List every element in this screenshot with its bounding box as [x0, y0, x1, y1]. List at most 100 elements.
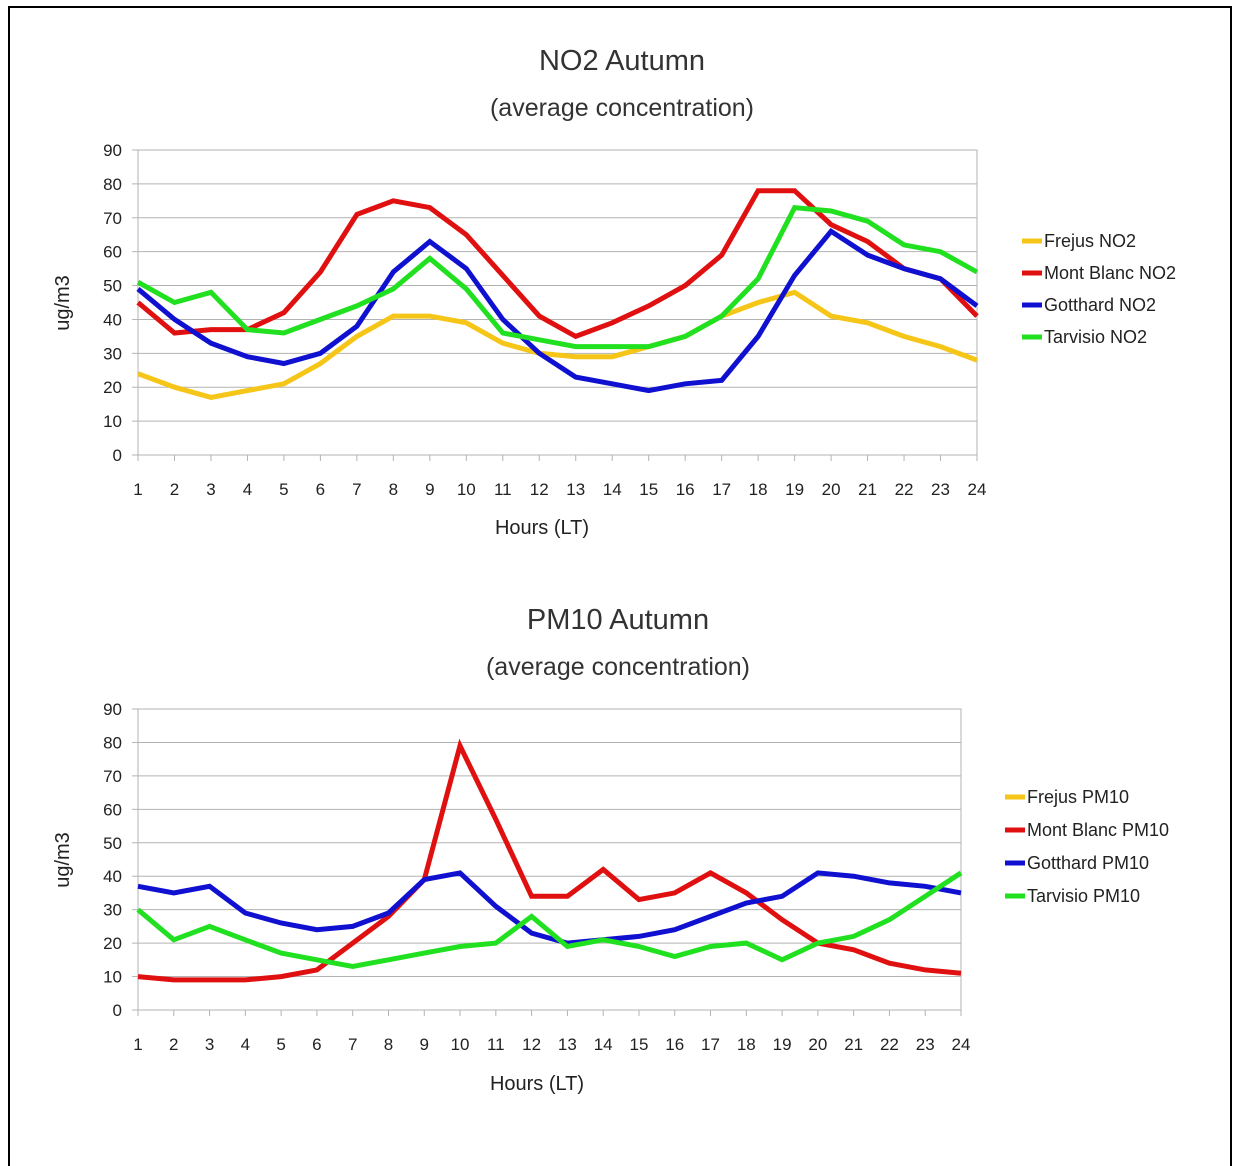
legend-item: Mont Blanc PM10: [1005, 820, 1169, 840]
y-tick-label: 80: [103, 733, 122, 752]
chart-title: NO2 Autumn: [539, 45, 705, 77]
series-line-gotthard-pm10: [137, 870, 962, 946]
y-tick-label: 80: [103, 175, 122, 194]
x-tick-label: 21: [858, 480, 877, 499]
x-tick-label: 22: [895, 480, 914, 499]
x-tick-label: 24: [952, 1035, 971, 1054]
x-tick-label: 23: [916, 1035, 935, 1054]
chart-title: PM10 Autumn: [527, 604, 709, 636]
y-tick-label: 70: [103, 209, 122, 228]
x-tick-label: 4: [241, 1035, 250, 1054]
y-tick-label: 40: [103, 867, 122, 886]
x-tick-label: 18: [749, 480, 768, 499]
x-tick-label: 15: [639, 480, 658, 499]
chart-subtitle: (average concentration): [486, 653, 750, 681]
plot-background: [137, 149, 978, 456]
y-tick-label: 20: [103, 934, 122, 953]
x-tick-label: 6: [316, 480, 325, 499]
legend-item: Gotthard NO2: [1022, 295, 1156, 315]
y-axis-label: ug/m3: [52, 275, 74, 331]
x-tick-label: 21: [844, 1035, 863, 1054]
y-tick-label: 0: [113, 1001, 122, 1020]
x-tick-label: 8: [384, 1035, 393, 1054]
x-tick-label: 10: [451, 1035, 470, 1054]
x-tick-label: 10: [457, 480, 476, 499]
x-tick-label: 19: [785, 480, 804, 499]
x-tick-label: 18: [737, 1035, 756, 1054]
x-tick-label: 4: [243, 480, 252, 499]
x-tick-label: 12: [530, 480, 549, 499]
x-tick-label: 3: [206, 480, 215, 499]
x-tick-label: 22: [880, 1035, 899, 1054]
x-tick-label: 17: [712, 480, 731, 499]
legend-item: Frejus NO2: [1022, 231, 1136, 251]
x-tick-label: 16: [676, 480, 695, 499]
plot-background: [137, 708, 962, 1011]
x-tick-label: 2: [170, 480, 179, 499]
legend-item: Gotthard PM10: [1005, 853, 1149, 873]
no2-chart: NO2 Autumn (average concentration) Hours…: [52, 45, 1176, 539]
x-tick-label: 7: [352, 480, 361, 499]
x-tick-label: 12: [522, 1035, 541, 1054]
x-tick-label: 14: [603, 480, 622, 499]
y-tick-label: 30: [103, 344, 122, 363]
y-tick-label: 60: [103, 800, 122, 819]
y-tick-label: 10: [103, 412, 122, 431]
x-tick-label: 5: [279, 480, 288, 499]
legend-item: Tarvisio PM10: [1005, 886, 1140, 906]
x-tick-label: 7: [348, 1035, 357, 1054]
x-tick-label: 15: [629, 1035, 648, 1054]
legend-label: Mont Blanc NO2: [1044, 263, 1176, 283]
y-axis-label: ug/m3: [52, 832, 74, 888]
legend-label: Frejus PM10: [1027, 787, 1129, 807]
x-tick-label: 14: [594, 1035, 613, 1054]
x-tick-label: 23: [931, 480, 950, 499]
x-tick-label: 17: [701, 1035, 720, 1054]
legend: Frejus NO2 Mont Blanc NO2 Gotthard NO2 Tarv…: [1022, 231, 1176, 347]
legend-label: Gotthard PM10: [1027, 853, 1149, 873]
series-line-mont-blanc-no2: [136, 188, 979, 340]
y-tick-label: 20: [103, 378, 122, 397]
x-tick-label: 1: [133, 480, 142, 499]
x-axis-label: Hours (LT): [490, 1073, 584, 1095]
x-tick-label: 19: [773, 1035, 792, 1054]
y-tick-label: 90: [103, 700, 122, 719]
legend: Frejus PM10 Mont Blanc PM10 Gotthard PM10 T…: [1005, 787, 1169, 906]
x-tick-label: 16: [665, 1035, 684, 1054]
x-tick-label: 3: [205, 1035, 214, 1054]
y-tick-label: 40: [103, 310, 122, 329]
legend-label: Gotthard NO2: [1044, 295, 1156, 315]
legend-item: Frejus PM10: [1005, 787, 1129, 807]
series-line-tarvisio-pm10: [136, 870, 963, 970]
x-tick-label: 8: [389, 480, 398, 499]
x-tick-label: 13: [558, 1035, 577, 1054]
y-tick-label: 10: [103, 968, 122, 987]
x-tick-label: 6: [312, 1035, 321, 1054]
y-tick-label: 50: [103, 834, 122, 853]
x-tick-label: 13: [566, 480, 585, 499]
y-tick-label: 90: [103, 141, 122, 160]
figure-frame: [8, 6, 1232, 1166]
legend-item: Mont Blanc NO2: [1022, 263, 1176, 283]
x-tick-label: 11: [487, 1035, 505, 1054]
legend-label: Mont Blanc PM10: [1027, 820, 1169, 840]
x-tick-label: 9: [425, 480, 434, 499]
pm10-chart: PM10 Autumn (average concentration) Hour…: [52, 604, 1169, 1095]
y-tick-label: 50: [103, 277, 122, 296]
y-tick-label: 0: [113, 446, 122, 465]
y-tick-label: 70: [103, 767, 122, 786]
series-line-tarvisio-no2: [136, 204, 979, 350]
y-tick-label: 30: [103, 901, 122, 920]
x-tick-label: 24: [968, 480, 987, 499]
legend-label: Frejus NO2: [1044, 231, 1136, 251]
x-tick-label: 11: [494, 480, 512, 499]
x-tick-label: 1: [133, 1035, 142, 1054]
x-tick-label: 2: [169, 1035, 178, 1054]
x-tick-label: 9: [420, 1035, 429, 1054]
legend-label: Tarvisio NO2: [1044, 327, 1147, 347]
x-axis-label: Hours (LT): [495, 517, 589, 539]
x-tick-label: 20: [822, 480, 841, 499]
